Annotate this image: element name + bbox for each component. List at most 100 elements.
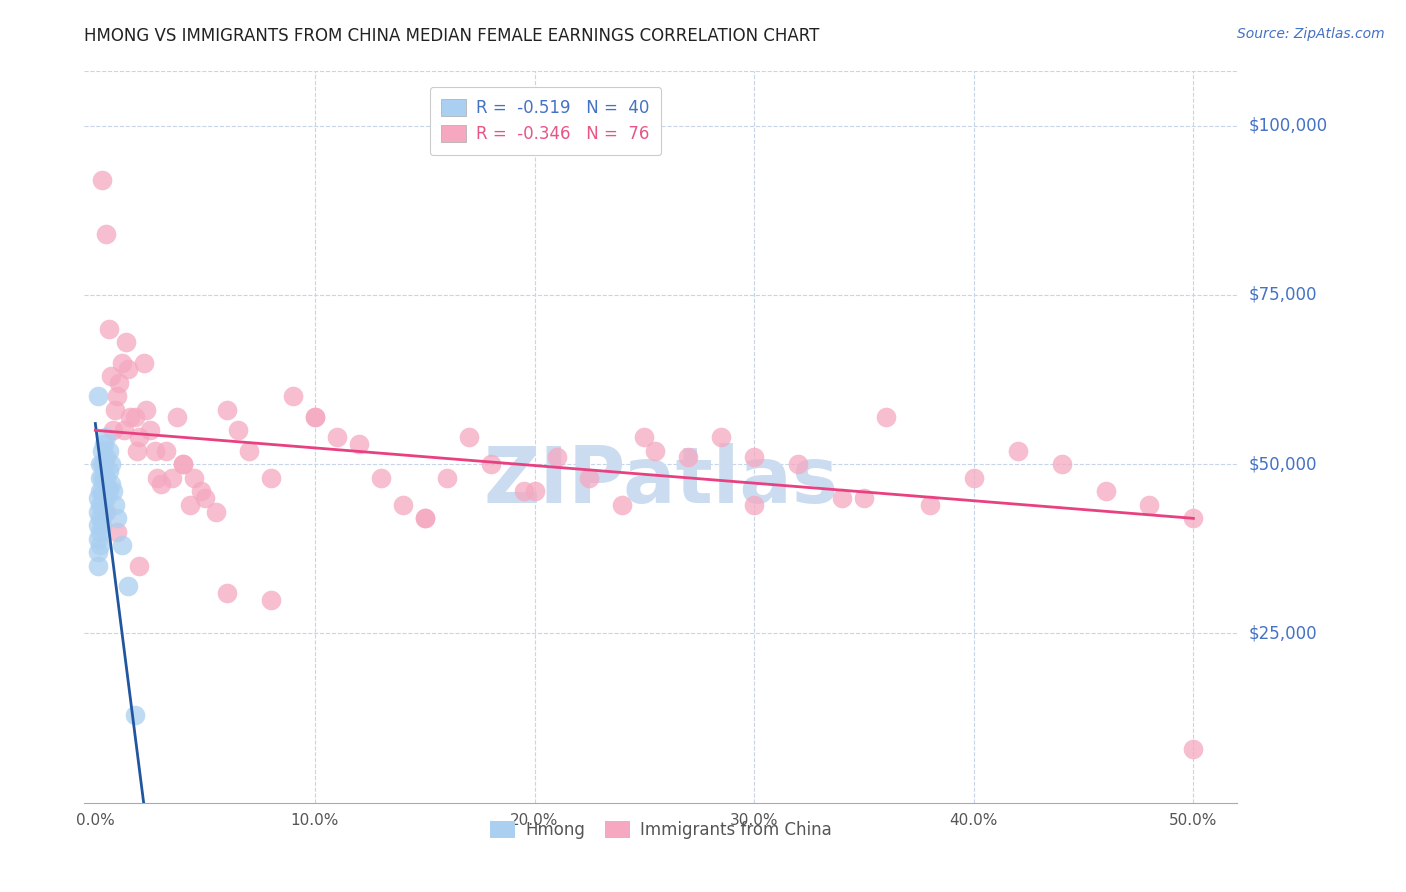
Point — [260, 471, 283, 485]
Text: $100,000: $100,000 — [1249, 117, 1327, 135]
Point — [546, 450, 568, 465]
Point — [172, 457, 194, 471]
Point — [139, 423, 162, 437]
Point — [86, 532, 108, 546]
Point — [90, 443, 112, 458]
Point — [135, 403, 157, 417]
Point — [96, 505, 118, 519]
Point — [111, 355, 134, 369]
Point — [97, 322, 120, 336]
Point — [97, 443, 120, 458]
Point — [96, 450, 118, 465]
Point — [111, 538, 134, 552]
Point — [1094, 484, 1116, 499]
Point — [93, 491, 115, 505]
Point — [90, 172, 112, 186]
Point — [326, 430, 349, 444]
Point — [104, 403, 127, 417]
Point — [918, 498, 941, 512]
Point — [90, 457, 112, 471]
Point — [512, 484, 534, 499]
Text: $50,000: $50,000 — [1249, 455, 1317, 473]
Point — [104, 498, 127, 512]
Point — [523, 484, 546, 499]
Point — [100, 457, 122, 471]
Point — [155, 443, 177, 458]
Point — [108, 376, 131, 390]
Point — [457, 430, 479, 444]
Point — [90, 498, 112, 512]
Point — [86, 491, 108, 505]
Point — [89, 524, 111, 539]
Point — [89, 498, 111, 512]
Point — [347, 437, 370, 451]
Point — [1139, 498, 1161, 512]
Point — [143, 443, 166, 458]
Point — [93, 505, 115, 519]
Point — [875, 409, 897, 424]
Point — [413, 511, 436, 525]
Point — [89, 484, 111, 499]
Point — [93, 457, 115, 471]
Point — [96, 227, 118, 241]
Point — [194, 491, 217, 505]
Text: Source: ZipAtlas.com: Source: ZipAtlas.com — [1237, 27, 1385, 41]
Text: HMONG VS IMMIGRANTS FROM CHINA MEDIAN FEMALE EARNINGS CORRELATION CHART: HMONG VS IMMIGRANTS FROM CHINA MEDIAN FE… — [84, 27, 820, 45]
Point — [160, 471, 183, 485]
Point — [644, 443, 666, 458]
Text: $25,000: $25,000 — [1249, 624, 1317, 642]
Point — [117, 362, 139, 376]
Point — [86, 505, 108, 519]
Point — [370, 471, 392, 485]
Point — [128, 558, 150, 573]
Point — [413, 511, 436, 525]
Text: ZIPatlas: ZIPatlas — [484, 443, 838, 519]
Point — [93, 471, 115, 485]
Point — [101, 484, 124, 499]
Point — [1007, 443, 1029, 458]
Point — [179, 498, 201, 512]
Point — [105, 389, 128, 403]
Point — [146, 471, 169, 485]
Point — [479, 457, 502, 471]
Point — [86, 518, 108, 533]
Point — [125, 443, 148, 458]
Point — [172, 457, 194, 471]
Point — [96, 430, 118, 444]
Point — [86, 558, 108, 573]
Point — [120, 409, 142, 424]
Point — [89, 457, 111, 471]
Point — [166, 409, 188, 424]
Point — [633, 430, 655, 444]
Point — [90, 471, 112, 485]
Point — [678, 450, 700, 465]
Point — [93, 437, 115, 451]
Point — [124, 409, 146, 424]
Point — [105, 524, 128, 539]
Point — [852, 491, 875, 505]
Point — [217, 403, 239, 417]
Point — [612, 498, 634, 512]
Point — [89, 511, 111, 525]
Point — [90, 484, 112, 499]
Point — [128, 430, 150, 444]
Point — [117, 579, 139, 593]
Point — [115, 335, 138, 350]
Point — [710, 430, 733, 444]
Point — [238, 443, 260, 458]
Point — [86, 545, 108, 559]
Point — [124, 707, 146, 722]
Point — [86, 389, 108, 403]
Point — [101, 423, 124, 437]
Point — [226, 423, 249, 437]
Point — [1182, 511, 1205, 525]
Point — [90, 518, 112, 533]
Point — [97, 484, 120, 499]
Point — [1182, 741, 1205, 756]
Point — [304, 409, 326, 424]
Legend: Hmong, Immigrants from China: Hmong, Immigrants from China — [484, 814, 838, 846]
Point — [96, 471, 118, 485]
Point — [205, 505, 228, 519]
Point — [436, 471, 458, 485]
Point — [112, 423, 135, 437]
